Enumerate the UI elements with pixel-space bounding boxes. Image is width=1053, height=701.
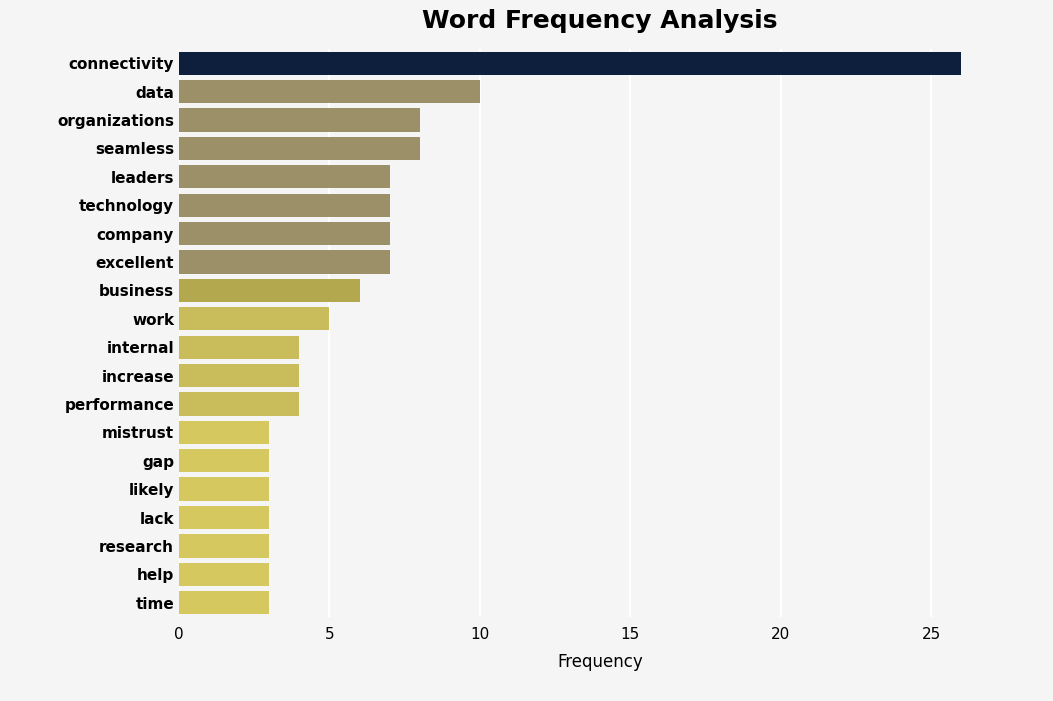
Bar xyxy=(179,563,270,586)
Bar xyxy=(179,193,390,217)
Bar xyxy=(179,364,299,387)
Bar xyxy=(179,449,270,472)
Bar xyxy=(179,307,330,330)
Bar xyxy=(179,534,270,557)
Bar xyxy=(179,222,390,245)
Bar xyxy=(179,393,299,416)
Bar xyxy=(179,336,299,359)
Bar xyxy=(179,250,390,273)
Bar xyxy=(179,279,359,302)
Title: Word Frequency Analysis: Word Frequency Analysis xyxy=(422,9,778,33)
Bar xyxy=(179,477,270,501)
Bar xyxy=(179,165,390,189)
Bar xyxy=(179,109,420,132)
Bar xyxy=(179,80,480,103)
Bar xyxy=(179,591,270,614)
Bar xyxy=(179,137,420,160)
X-axis label: Frequency: Frequency xyxy=(557,653,643,671)
Bar xyxy=(179,421,270,444)
Bar xyxy=(179,506,270,529)
Bar xyxy=(179,52,961,75)
